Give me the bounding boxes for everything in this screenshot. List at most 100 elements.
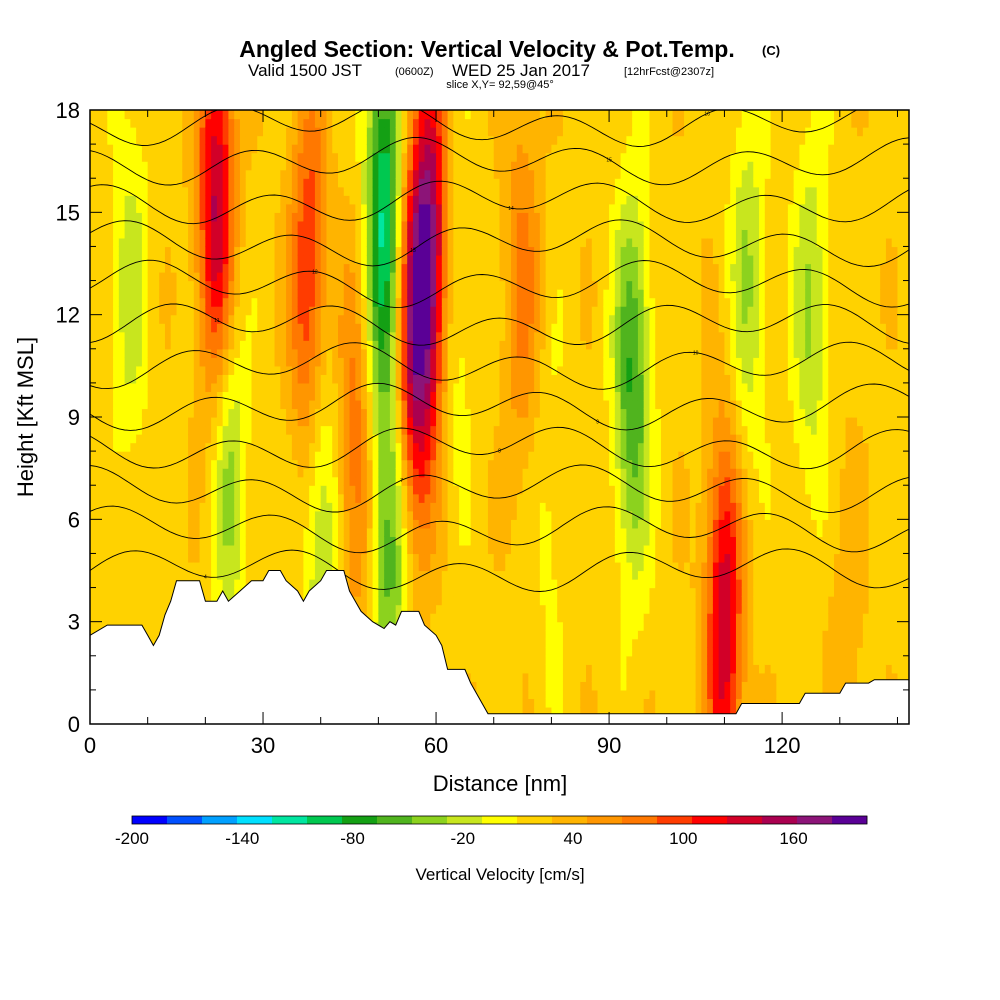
velocity-cell: [338, 246, 345, 256]
velocity-cell: [447, 493, 454, 503]
velocity-cell: [355, 229, 362, 239]
velocity-cell: [476, 220, 483, 230]
velocity-cell: [401, 178, 408, 188]
velocity-cell: [355, 536, 362, 546]
velocity-cell: [159, 365, 166, 375]
velocity-cell: [147, 118, 155, 128]
velocity-cell: [159, 561, 166, 572]
velocity-cell: [90, 425, 97, 435]
velocity-cell: [384, 442, 391, 452]
velocity-cell: [95, 323, 103, 333]
velocity-cell: [355, 399, 362, 410]
velocity-cell: [361, 254, 368, 265]
velocity-cell: [482, 118, 489, 128]
velocity-cell: [436, 570, 443, 580]
velocity-cell: [303, 340, 310, 350]
velocity-cell: [349, 220, 356, 230]
velocity-cell: [418, 485, 426, 495]
velocity-cell: [309, 399, 316, 410]
velocity-cell: [303, 152, 310, 162]
velocity-cell: [147, 229, 155, 239]
velocity-cell: [349, 280, 356, 290]
velocity-cell: [482, 135, 489, 145]
velocity-cell: [205, 374, 212, 384]
velocity-cell: [366, 314, 374, 324]
velocity-cell: [257, 399, 264, 410]
velocity-cell: [280, 314, 287, 324]
velocity-cell: [280, 178, 287, 188]
velocity-cell: [176, 510, 183, 520]
velocity-cell: [436, 451, 443, 461]
velocity-cell: [349, 374, 356, 384]
velocity-cell: [286, 544, 293, 555]
velocity-cell: [389, 110, 397, 120]
velocity-cell: [441, 178, 449, 188]
velocity-cell: [268, 434, 276, 444]
velocity-cell: [234, 229, 241, 239]
velocity-cell: [130, 553, 137, 563]
velocity-cell: [401, 365, 408, 375]
velocity-cell: [464, 442, 472, 452]
velocity-cell: [107, 408, 114, 418]
velocity-cell: [407, 561, 414, 572]
velocity-cell: [130, 570, 137, 580]
velocity-cell: [407, 468, 414, 478]
velocity-cell: [263, 417, 270, 427]
velocity-cell: [401, 348, 408, 358]
velocity-cell: [303, 220, 310, 230]
velocity-cell: [314, 391, 322, 401]
velocity-cell: [245, 127, 253, 137]
velocity-cell: [164, 306, 172, 316]
velocity-cell: [303, 212, 310, 222]
velocity-cell: [424, 561, 431, 572]
velocity-cell: [130, 365, 137, 375]
velocity-cell: [216, 306, 224, 316]
velocity-cell: [407, 527, 414, 537]
velocity-cell: [309, 382, 316, 393]
velocity-cell: [199, 152, 206, 162]
velocity-cell: [95, 152, 103, 162]
velocity-cell: [188, 468, 195, 478]
velocity-cell: [297, 144, 304, 154]
velocity-cell: [136, 579, 143, 589]
velocity-cell: [268, 519, 276, 529]
velocity-cell: [136, 118, 143, 128]
velocity-cell: [430, 186, 437, 196]
velocity-cell: [303, 451, 310, 461]
velocity-cell: [349, 169, 356, 179]
velocity-cell: [378, 604, 385, 614]
velocity-cell: [303, 408, 310, 418]
velocity-cell: [482, 425, 489, 435]
velocity-cell: [412, 178, 420, 188]
velocity-cell: [389, 442, 397, 452]
velocity-cell: [476, 306, 483, 316]
velocity-cell: [291, 289, 299, 299]
velocity-cell: [113, 425, 120, 435]
velocity-cell: [430, 289, 437, 299]
velocity-cell: [447, 297, 454, 307]
velocity-cell: [118, 357, 126, 367]
velocity-cell: [216, 229, 224, 239]
velocity-cell: [113, 280, 120, 290]
velocity-cell: [222, 229, 230, 239]
velocity-cell: [355, 365, 362, 375]
velocity-cell: [372, 161, 379, 171]
velocity-cell: [107, 203, 114, 213]
velocity-cell: [430, 579, 437, 589]
velocity-cell: [407, 272, 414, 282]
velocity-cell: [447, 289, 454, 299]
velocity-cell: [436, 220, 443, 230]
velocity-cell: [430, 621, 437, 631]
velocity-cell: [95, 331, 103, 341]
velocity-cell: [222, 135, 230, 145]
velocity-cell: [107, 212, 114, 222]
velocity-cell: [263, 297, 270, 307]
velocity-cell: [372, 178, 379, 188]
velocity-cell: [188, 289, 195, 299]
velocity-cell: [349, 110, 356, 120]
velocity-cell: [245, 425, 253, 435]
velocity-cell: [101, 459, 108, 469]
velocity-cell: [366, 544, 374, 555]
velocity-cell: [453, 246, 460, 256]
velocity-cell: [188, 263, 195, 273]
